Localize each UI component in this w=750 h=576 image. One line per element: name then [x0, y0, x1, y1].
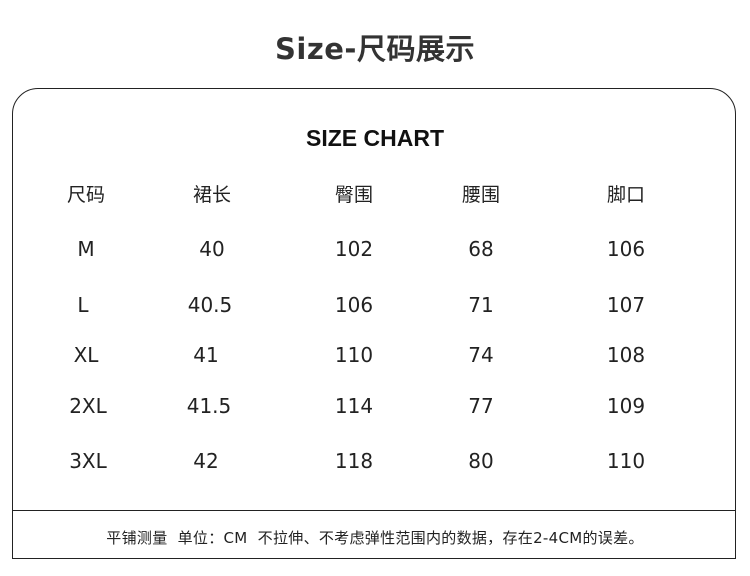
table-cell: 109 — [606, 394, 646, 418]
column-header: 尺码 — [66, 184, 105, 206]
table-cell: 107 — [606, 293, 646, 317]
size-label: 3XL — [69, 449, 107, 473]
table-cell: 108 — [606, 343, 646, 367]
table-cell: 77 — [468, 394, 494, 418]
table-cell: 114 — [334, 394, 374, 418]
table-cell: 42 — [193, 449, 219, 473]
size-label: 2XL — [69, 394, 107, 418]
size-chart-frame — [12, 88, 736, 559]
table-cell: 110 — [606, 449, 646, 473]
table-cell: 80 — [468, 449, 494, 473]
table-cell: 71 — [468, 293, 494, 317]
table-cell: 106 — [606, 237, 646, 261]
size-chart-heading: SIZE CHART — [306, 125, 444, 151]
table-cell: 40 — [199, 237, 225, 261]
page-title: Size-尺码展示 — [275, 32, 475, 66]
size-label: XL — [73, 343, 99, 367]
column-header: 臀围 — [334, 184, 373, 206]
size-label: L — [77, 293, 89, 317]
table-cell: 41 — [193, 343, 219, 367]
table-cell: 106 — [334, 293, 374, 317]
table-cell: 110 — [334, 343, 374, 367]
table-cell: 68 — [468, 237, 494, 261]
column-header: 脚口 — [606, 184, 645, 206]
divider — [12, 510, 736, 511]
measurement-note: 平铺测量 单位：CM 不拉伸、不考虑弹性范围内的数据，存在2-4CM的误差。 — [106, 529, 644, 547]
table-cell: 102 — [334, 237, 374, 261]
column-header: 腰围 — [461, 184, 500, 206]
table-cell: 118 — [334, 449, 374, 473]
size-label: M — [77, 237, 95, 261]
table-cell: 74 — [468, 343, 494, 367]
column-header: 裙长 — [192, 184, 231, 206]
table-cell: 41.5 — [186, 394, 232, 418]
table-cell: 40.5 — [187, 293, 233, 317]
